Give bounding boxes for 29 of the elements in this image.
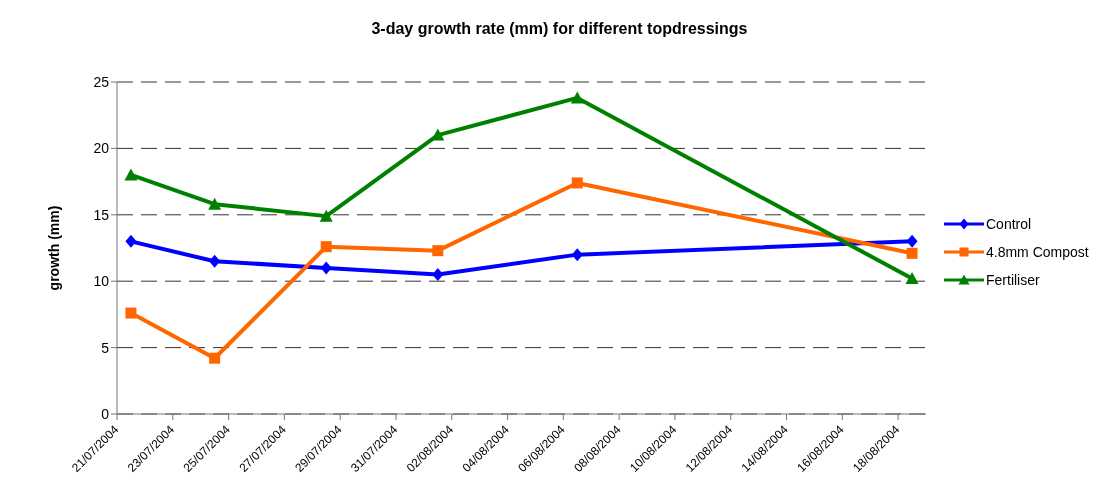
point xyxy=(906,247,918,259)
point xyxy=(906,234,918,248)
point xyxy=(209,254,221,268)
y-tick-label: 20 xyxy=(93,140,110,157)
point xyxy=(320,241,332,253)
legend-label: Control xyxy=(986,216,1032,232)
y-tick-label: 25 xyxy=(93,73,110,90)
point xyxy=(432,268,444,282)
point xyxy=(124,168,138,181)
point xyxy=(432,245,444,257)
chart-title: 3-day growth rate (mm) for different topdressings xyxy=(370,20,749,38)
point xyxy=(570,91,584,104)
point xyxy=(125,307,137,319)
point xyxy=(319,209,333,222)
y-axis-title: growth (mm) xyxy=(45,205,62,291)
point xyxy=(320,261,332,275)
point xyxy=(571,177,583,189)
point xyxy=(905,272,919,285)
y-tick-label: 10 xyxy=(93,273,110,290)
legend-label: 4.8mm Compost xyxy=(986,244,1089,260)
y-tick-label: 15 xyxy=(93,206,110,223)
point xyxy=(431,128,445,141)
point xyxy=(208,197,222,210)
point xyxy=(125,234,137,248)
legend-label: Fertiliser xyxy=(986,272,1040,288)
y-tick-label: 5 xyxy=(101,339,110,356)
point xyxy=(571,248,583,262)
y-tick-label: 0 xyxy=(101,405,110,422)
point xyxy=(209,352,221,364)
